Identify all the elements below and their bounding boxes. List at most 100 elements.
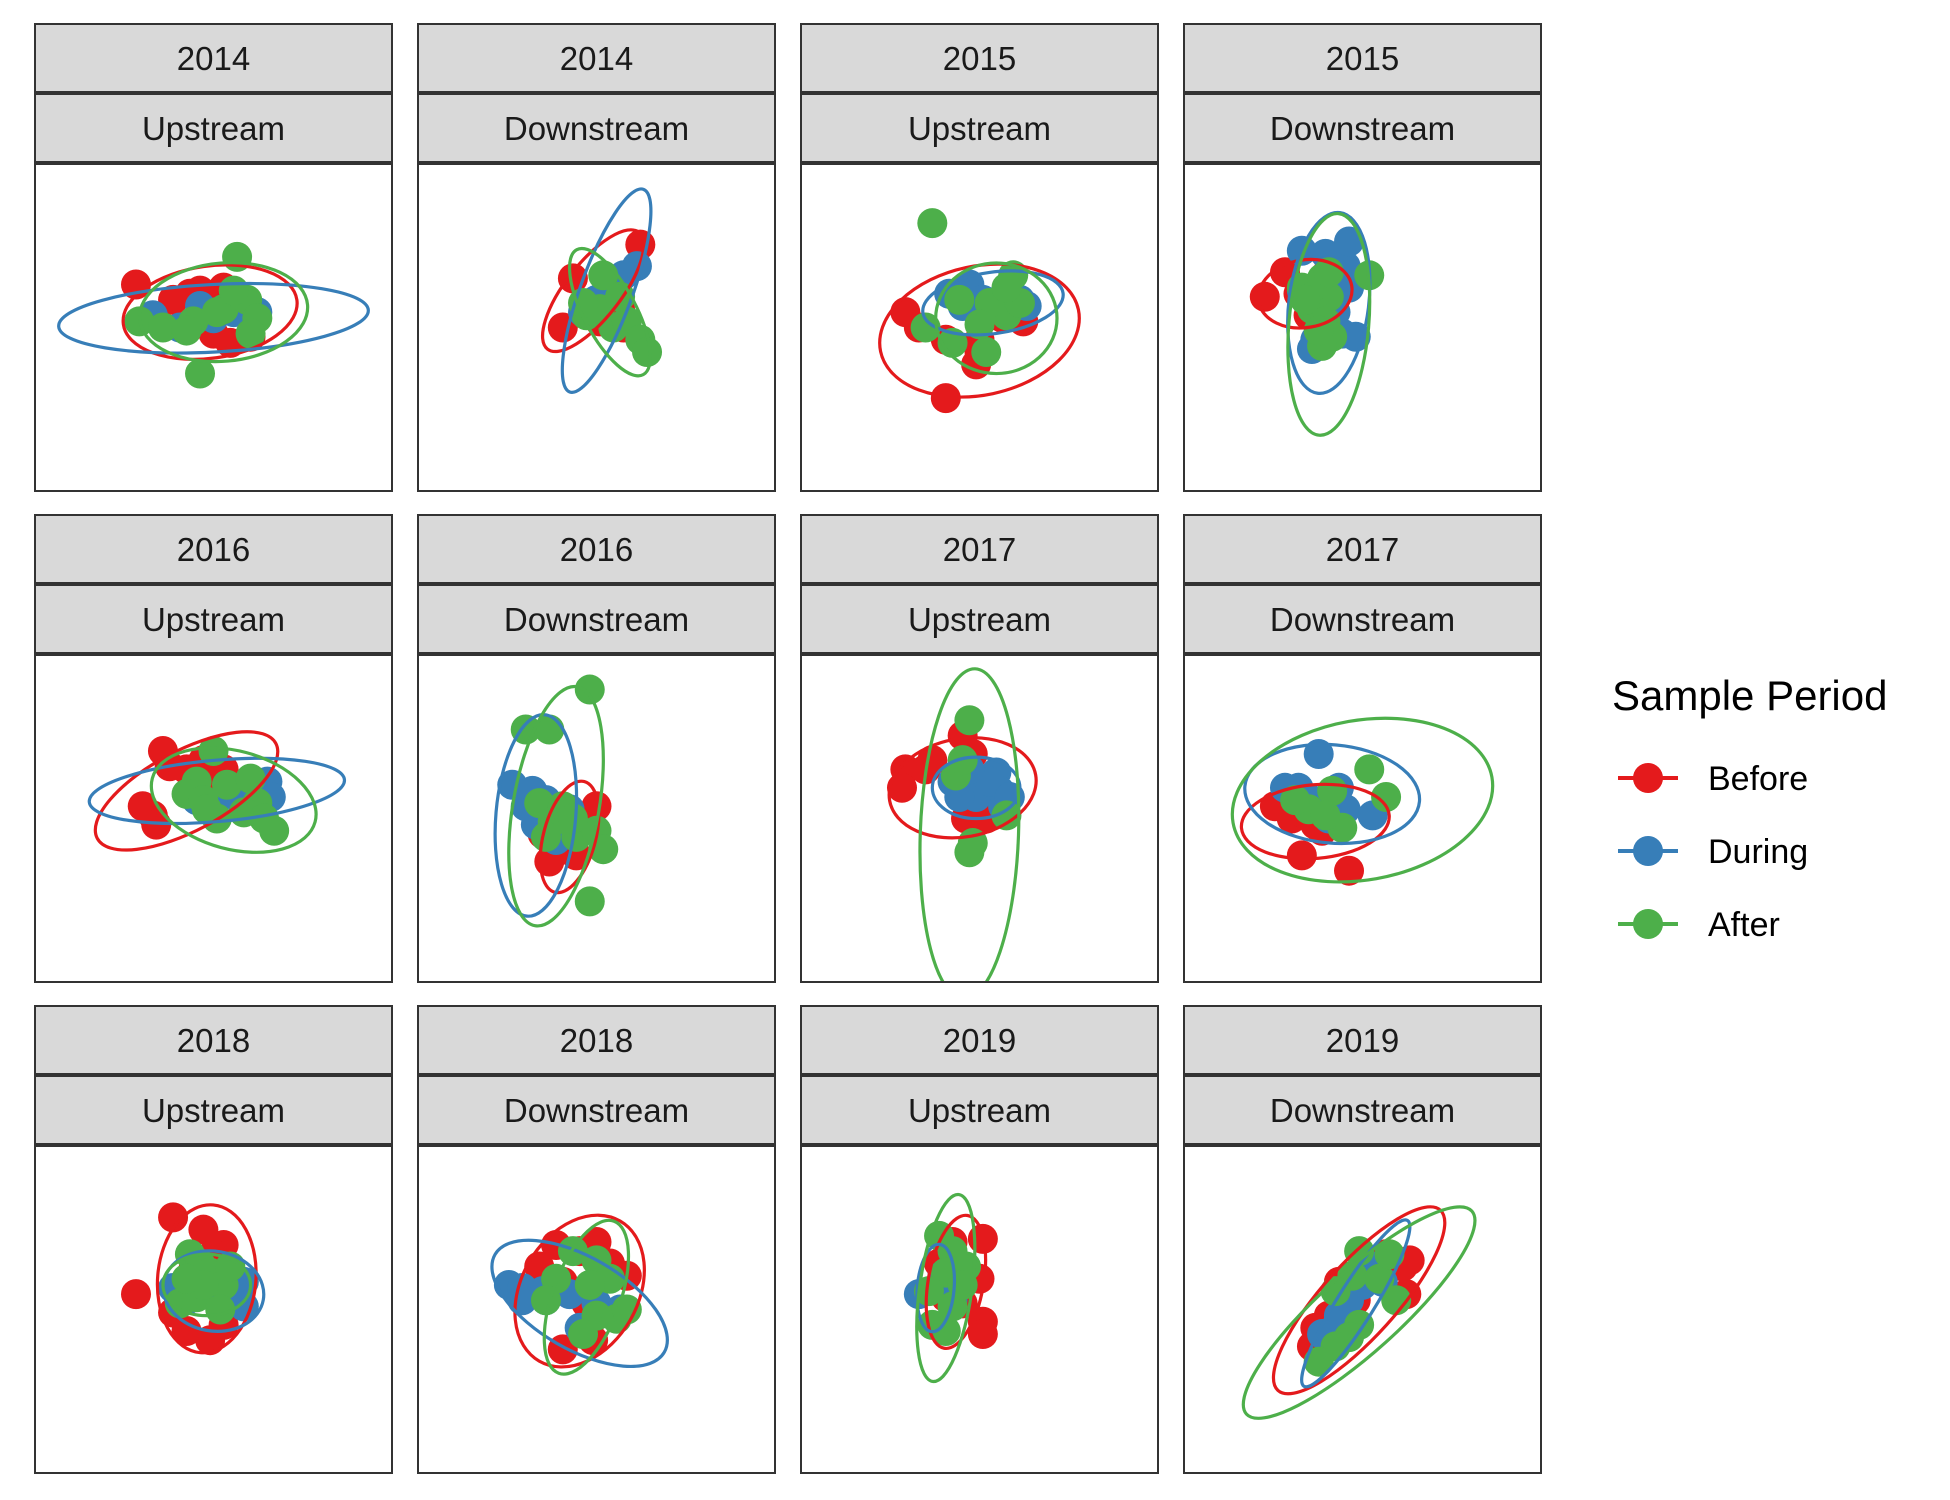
strip-year-box (34, 514, 393, 584)
legend-item-after: After (1618, 906, 1780, 944)
legend-key-dot (1633, 763, 1663, 793)
point-after (1354, 754, 1385, 785)
ellipse-after (915, 1192, 977, 1384)
plot-marks (120, 1202, 266, 1356)
point-after (235, 318, 266, 349)
point-after (944, 284, 975, 315)
point-after (259, 815, 290, 846)
ellipse-after (149, 746, 318, 854)
ellipse-after (1241, 1205, 1477, 1420)
point-before (120, 1279, 151, 1310)
legend-label: After (1708, 906, 1780, 944)
point-before (581, 791, 612, 822)
point-after (574, 1269, 605, 1300)
strip-year-label: 2018 (560, 1022, 633, 1059)
ellipse-during (490, 1238, 669, 1369)
strip-year-box (417, 23, 776, 93)
ellipse-before (513, 1213, 646, 1369)
point-after (1303, 1346, 1334, 1377)
point-after (557, 803, 588, 834)
strip-site-label: Upstream (908, 110, 1051, 147)
facet-panel: 2018 Downstream (417, 1005, 776, 1474)
plot-marks (903, 1192, 998, 1384)
strip-site-label: Downstream (504, 601, 689, 638)
strip-year-label: 2015 (1326, 40, 1399, 77)
strip-year-label: 2019 (1326, 1022, 1399, 1059)
point-after (1371, 782, 1402, 813)
point-after (185, 358, 216, 389)
ellipse-before (887, 736, 1038, 840)
strip-site-label: Upstream (908, 601, 1051, 638)
strip-year-box (34, 23, 393, 93)
strip-year-box (1183, 1005, 1542, 1075)
facet-panel: 2016 Upstream (34, 514, 393, 983)
ellipse-during (493, 713, 579, 918)
ellipse-after (1230, 716, 1495, 884)
facet-panel: 2017 Downstream (1183, 514, 1542, 983)
legend-item-before: Before (1618, 760, 1808, 798)
point-before (1249, 281, 1280, 312)
point-after (201, 297, 232, 328)
strip-year-label: 2017 (943, 531, 1016, 568)
point-after (964, 309, 995, 340)
strip-site-box (34, 584, 393, 654)
legend-item-during: During (1618, 833, 1808, 871)
point-after (930, 1315, 961, 1346)
ellipse-during (930, 755, 1022, 821)
point-after (991, 800, 1022, 831)
point-after (947, 745, 978, 776)
point-after (171, 1263, 202, 1294)
plot-marks (540, 187, 663, 394)
point-after (574, 886, 605, 917)
strip-site-box (34, 1075, 393, 1145)
point-during (1334, 226, 1365, 257)
facet-panel: 2019 Downstream (1183, 1005, 1542, 1474)
strip-site-box (417, 93, 776, 163)
facet-panel: 2015 Downstream (1183, 23, 1542, 492)
ellipse-after (934, 261, 1059, 376)
ellipse-after (918, 667, 1021, 981)
strip-year-box (800, 23, 1159, 93)
point-before (967, 1319, 998, 1350)
strip-year-box (417, 514, 776, 584)
facet-panel: 2018 Upstream (34, 1005, 393, 1474)
strip-site-box (1183, 93, 1542, 163)
legend-key-dot (1633, 909, 1663, 939)
point-during (1303, 739, 1334, 770)
ellipse-during (1300, 1218, 1412, 1389)
strip-site-label: Upstream (142, 601, 285, 638)
ellipse-during (57, 282, 370, 355)
legend-title: Sample Period (1612, 672, 1887, 719)
strip-site-label: Downstream (1270, 601, 1455, 638)
strip-site-label: Upstream (142, 110, 285, 147)
point-after (991, 272, 1022, 303)
ellipse-before (924, 1213, 988, 1351)
ellipse-after (542, 1218, 631, 1376)
plot-marks (878, 208, 1081, 414)
ellipse-before (1239, 782, 1391, 861)
strip-year-box (1183, 514, 1542, 584)
point-after (632, 337, 663, 368)
strip-site-label: Upstream (142, 1092, 285, 1129)
ellipse-during (921, 269, 1065, 337)
point-after (1280, 785, 1311, 816)
strip-site-box (1183, 584, 1542, 654)
point-after (171, 315, 202, 346)
point-after (574, 674, 605, 705)
point-before (1334, 855, 1365, 886)
point-after (568, 1319, 599, 1350)
facet-panel: 2014 Downstream (417, 23, 776, 492)
strip-site-box (417, 1075, 776, 1145)
legend-label: During (1708, 833, 1808, 871)
point-after (1381, 1285, 1412, 1316)
point-after (218, 275, 249, 306)
strip-year-label: 2016 (560, 531, 633, 568)
facet-panel: 2014 Upstream (34, 23, 393, 492)
strip-year-label: 2018 (177, 1022, 250, 1059)
point-after (147, 312, 178, 343)
point-before (171, 1315, 202, 1346)
ellipse-after (1286, 211, 1372, 437)
point-after (1374, 1239, 1405, 1270)
strip-year-label: 2014 (177, 40, 250, 77)
